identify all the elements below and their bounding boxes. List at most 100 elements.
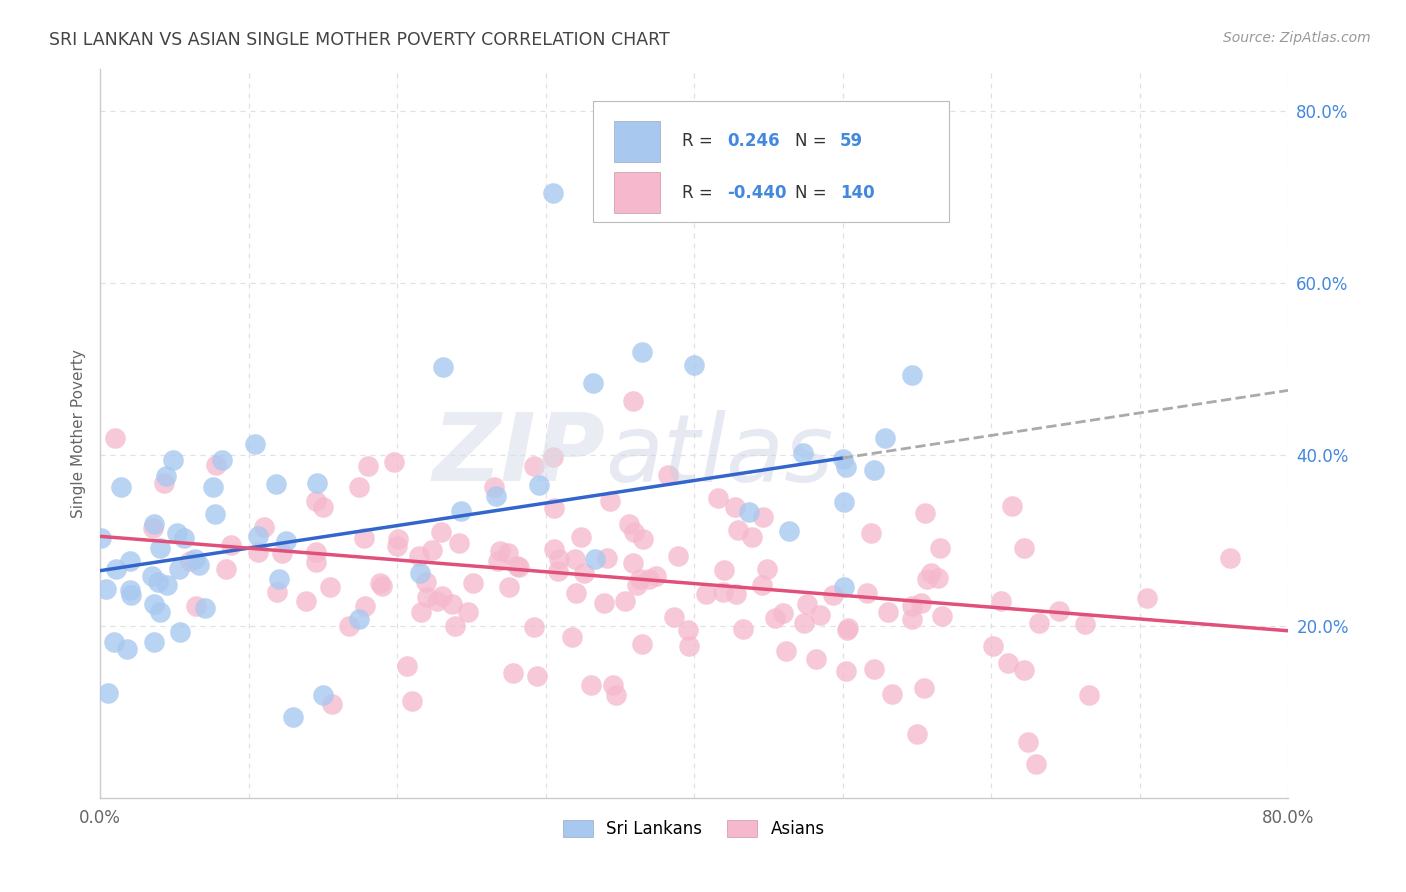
Sri Lankans bbox=[863, 463, 886, 477]
Asians bbox=[522, 620, 544, 634]
Sri Lankans bbox=[97, 686, 120, 700]
Asians bbox=[526, 669, 548, 683]
Sri Lankans bbox=[169, 625, 191, 640]
Asians bbox=[882, 687, 904, 701]
Asians bbox=[1219, 551, 1241, 566]
Asians bbox=[432, 589, 454, 603]
Asians bbox=[441, 597, 464, 611]
Asians bbox=[368, 575, 391, 590]
Sri Lankans bbox=[204, 508, 226, 522]
Text: R =: R = bbox=[682, 133, 718, 151]
Sri Lankans bbox=[738, 504, 761, 518]
Asians bbox=[357, 458, 380, 473]
Sri Lankans bbox=[305, 475, 328, 490]
Asians bbox=[599, 493, 621, 508]
Sri Lankans bbox=[90, 531, 112, 545]
Asians bbox=[420, 543, 443, 558]
Sri Lankans bbox=[148, 574, 170, 589]
Asians bbox=[1077, 689, 1099, 703]
Asians bbox=[384, 455, 406, 469]
Sri Lankans bbox=[120, 588, 142, 602]
Text: -0.440: -0.440 bbox=[727, 184, 787, 202]
Sri Lankans bbox=[792, 446, 814, 460]
Asians bbox=[1136, 591, 1159, 605]
Sri Lankans bbox=[201, 480, 224, 494]
Asians bbox=[561, 631, 583, 645]
Sri Lankans bbox=[485, 489, 508, 503]
Asians bbox=[905, 727, 928, 741]
Asians bbox=[508, 560, 530, 574]
Asians bbox=[727, 523, 749, 537]
Asians bbox=[929, 541, 952, 555]
Sri Lankans bbox=[143, 635, 166, 649]
Asians bbox=[837, 624, 859, 638]
Text: Source: ZipAtlas.com: Source: ZipAtlas.com bbox=[1223, 31, 1371, 45]
Asians bbox=[543, 500, 565, 515]
Sri Lankans bbox=[103, 635, 125, 649]
Sri Lankans bbox=[264, 476, 287, 491]
Sri Lankans bbox=[831, 452, 853, 467]
Asians bbox=[772, 606, 794, 620]
Sri Lankans bbox=[141, 569, 163, 583]
Asians bbox=[645, 569, 668, 583]
Asians bbox=[482, 480, 505, 494]
Asians bbox=[565, 586, 588, 600]
Asians bbox=[153, 475, 176, 490]
Sri Lankans bbox=[834, 494, 856, 508]
Sri Lankans bbox=[211, 453, 233, 467]
Sri Lankans bbox=[243, 436, 266, 450]
Asians bbox=[305, 555, 328, 569]
Asians bbox=[184, 599, 207, 613]
Asians bbox=[900, 599, 922, 613]
Asians bbox=[912, 681, 935, 695]
Text: 140: 140 bbox=[841, 184, 875, 202]
Asians bbox=[253, 520, 276, 534]
Asians bbox=[246, 545, 269, 559]
Asians bbox=[775, 644, 797, 658]
Asians bbox=[415, 575, 437, 590]
Asians bbox=[219, 538, 242, 552]
Asians bbox=[104, 431, 127, 445]
Sri Lankans bbox=[105, 561, 128, 575]
Sri Lankans bbox=[142, 516, 165, 531]
Sri Lankans bbox=[142, 598, 165, 612]
Sri Lankans bbox=[283, 709, 305, 723]
Asians bbox=[751, 578, 773, 592]
Asians bbox=[569, 530, 592, 544]
Asians bbox=[707, 491, 730, 506]
Asians bbox=[605, 689, 627, 703]
Asians bbox=[271, 546, 294, 560]
Asians bbox=[621, 557, 644, 571]
Asians bbox=[541, 450, 564, 465]
Asians bbox=[990, 594, 1012, 608]
Text: 0.246: 0.246 bbox=[727, 133, 780, 151]
Sri Lankans bbox=[110, 480, 132, 494]
Asians bbox=[713, 563, 735, 577]
Asians bbox=[623, 525, 645, 540]
Asians bbox=[179, 554, 201, 568]
Asians bbox=[1001, 500, 1024, 514]
Asians bbox=[695, 587, 717, 601]
Sri Lankans bbox=[183, 552, 205, 566]
FancyBboxPatch shape bbox=[593, 102, 949, 222]
Sri Lankans bbox=[778, 524, 800, 539]
Asians bbox=[426, 594, 449, 608]
Asians bbox=[602, 678, 624, 692]
Asians bbox=[931, 608, 953, 623]
Asians bbox=[1073, 616, 1095, 631]
Asians bbox=[617, 517, 640, 532]
Bar bbox=[614, 172, 659, 212]
Sri Lankans bbox=[267, 572, 290, 586]
Asians bbox=[914, 506, 936, 520]
Sri Lankans bbox=[875, 431, 897, 445]
Asians bbox=[910, 596, 932, 610]
Sri Lankans bbox=[188, 558, 211, 572]
Asians bbox=[408, 549, 430, 563]
Asians bbox=[630, 637, 652, 651]
Asians bbox=[305, 545, 328, 559]
Asians bbox=[1047, 603, 1070, 617]
Asians bbox=[821, 588, 844, 602]
Sri Lankans bbox=[120, 554, 142, 568]
Asians bbox=[793, 616, 815, 631]
Sri Lankans bbox=[347, 612, 370, 626]
